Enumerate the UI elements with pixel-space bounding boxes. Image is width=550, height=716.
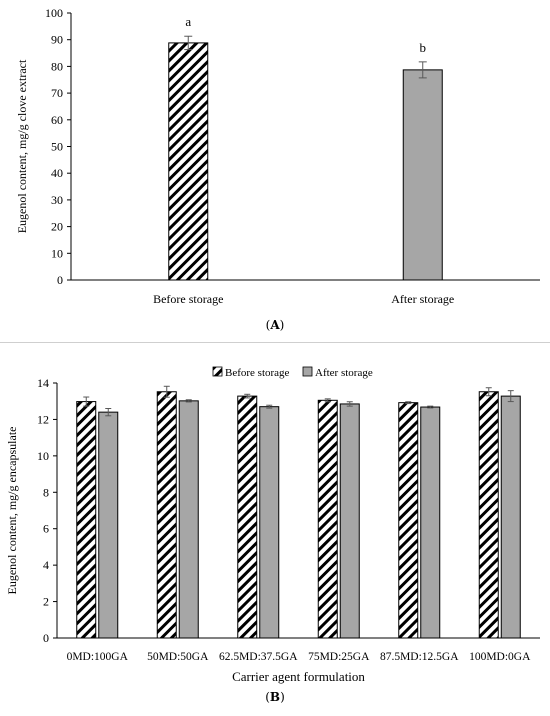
bar-after-storage <box>500 395 521 639</box>
bar-after-storage <box>259 406 280 639</box>
bar-after-storage <box>98 411 119 639</box>
significance-letter: b <box>420 40 427 55</box>
panel-divider <box>0 342 550 343</box>
bar-after-storage <box>339 403 360 639</box>
significance-letter: a <box>185 14 191 29</box>
panel-a: 0 10 20 30 40 50 60 70 80 90 100 Eugenol content, m… <box>0 0 550 342</box>
y-tick-label: 0 <box>57 273 63 287</box>
legend-label: Before storage <box>225 367 290 379</box>
y-tick-label: 70 <box>51 86 63 100</box>
y-tick-label: 8 <box>43 485 49 499</box>
legend-swatch <box>212 366 223 377</box>
y-tick-label: 6 <box>43 522 49 536</box>
bar-before-storage <box>76 401 97 639</box>
bar-before-storage <box>156 391 177 639</box>
y-tick-label: 50 <box>51 140 63 154</box>
bar-before-storage <box>237 395 258 639</box>
x-axis-label: Carrier agent formulation <box>232 669 365 684</box>
x-tick-label: Before storage <box>153 292 223 306</box>
x-tick-label: 75MD:25GA <box>308 651 370 663</box>
y-tick-label: 10 <box>37 449 49 463</box>
y-tick-label: 40 <box>51 166 63 180</box>
chart-a: 0 10 20 30 40 50 60 70 80 90 100 Eugenol content, m… <box>15 6 540 306</box>
y-tick-label: 4 <box>43 558 49 572</box>
y-tick-label: 14 <box>37 376 49 390</box>
caption-b: (B) <box>265 690 285 704</box>
bar-before-storage <box>398 402 419 639</box>
bar-after-storage <box>178 400 199 639</box>
legend-swatch <box>302 366 313 377</box>
x-tick-label: 87.5MD:12.5GA <box>380 651 459 663</box>
caption-b-label: B <box>269 690 281 704</box>
y-axis-label: Eugenol content, mg/g encapsulate <box>5 427 19 595</box>
x-tick-label: 62.5MD:37.5GA <box>219 651 298 663</box>
bar-after-storage <box>420 406 441 639</box>
caption-a-label: A <box>270 318 280 332</box>
caption-a: (A) <box>265 318 285 332</box>
bar-before-storage <box>478 391 499 639</box>
y-tick-label: 80 <box>51 59 63 73</box>
x-tick-label: 0MD:100GA <box>67 651 129 663</box>
x-tick-label: 100MD:0GA <box>469 651 531 663</box>
panel-b: 0 2 4 6 8 10 12 14 Eugenol content, mg/g encapsu… <box>0 342 550 712</box>
y-tick-label: 60 <box>51 113 63 127</box>
y-tick-label: 100 <box>45 6 63 20</box>
y-tick-label: 30 <box>51 193 63 207</box>
bar-after-storage <box>402 69 443 281</box>
y-tick-label: 20 <box>51 220 63 234</box>
x-tick-label: After storage <box>391 292 454 306</box>
y-tick-label: 90 <box>51 33 63 47</box>
chart-b: 0 2 4 6 8 10 12 14 Eugenol content, mg/g encapsu… <box>5 366 540 684</box>
y-tick-label: 10 <box>51 246 63 260</box>
y-tick-label: 12 <box>37 412 49 426</box>
y-tick-label: 0 <box>43 631 49 645</box>
bar-before-storage <box>317 399 338 639</box>
x-tick-label: 50MD:50GA <box>147 651 209 663</box>
bar-before-storage <box>168 42 209 281</box>
y-axis-label: Eugenol content, mg/g clove extract <box>15 59 29 233</box>
legend-label: After storage <box>315 367 373 379</box>
y-tick-label: 2 <box>43 595 49 609</box>
